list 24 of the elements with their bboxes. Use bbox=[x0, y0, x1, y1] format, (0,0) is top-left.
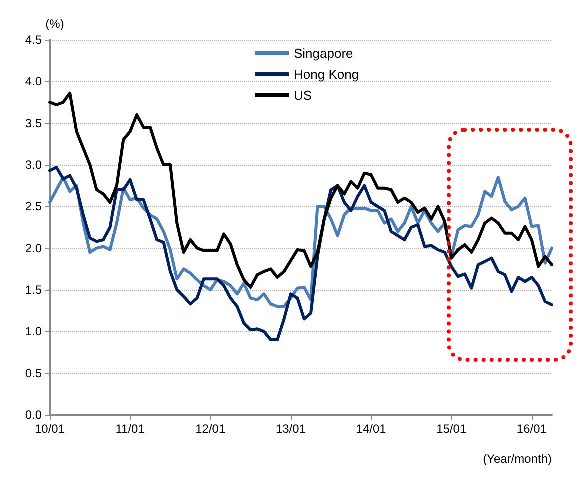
x-tick-label: 13/01 bbox=[276, 422, 306, 436]
y-tick-label: 4.0 bbox=[25, 74, 42, 89]
line-series bbox=[48, 166, 554, 342]
y-tick-label: 3.0 bbox=[25, 158, 42, 172]
y-tick-label: 1.5 bbox=[25, 283, 42, 297]
y-tick-label: 4.5 bbox=[25, 33, 42, 47]
legend-label: Singapore bbox=[294, 46, 354, 61]
y-tick-label: 0.0 bbox=[25, 408, 42, 422]
x-tick-label: 11/01 bbox=[116, 422, 146, 436]
y-tick-label: 1.0 bbox=[25, 324, 42, 339]
x-tick-label: 14/01 bbox=[356, 422, 387, 436]
y-tick-label: 2.0 bbox=[25, 241, 42, 256]
legend-label: US bbox=[294, 88, 312, 103]
y-tick-label: 3.5 bbox=[25, 116, 42, 130]
line-series bbox=[48, 92, 554, 289]
y-tick-label: 0.5 bbox=[25, 366, 42, 380]
x-tick-label: 15/01 bbox=[436, 422, 467, 436]
y-axis-title: (%) bbox=[46, 17, 64, 31]
x-axis-title: (Year/month) bbox=[483, 452, 552, 466]
x-tick-label: 16/01 bbox=[516, 422, 548, 436]
x-tick-label: 12/01 bbox=[196, 422, 226, 436]
x-tick-label: 10/01 bbox=[34, 422, 66, 436]
y-tick-label: 2.5 bbox=[25, 200, 42, 214]
legend-label: Hong Kong bbox=[294, 67, 360, 82]
